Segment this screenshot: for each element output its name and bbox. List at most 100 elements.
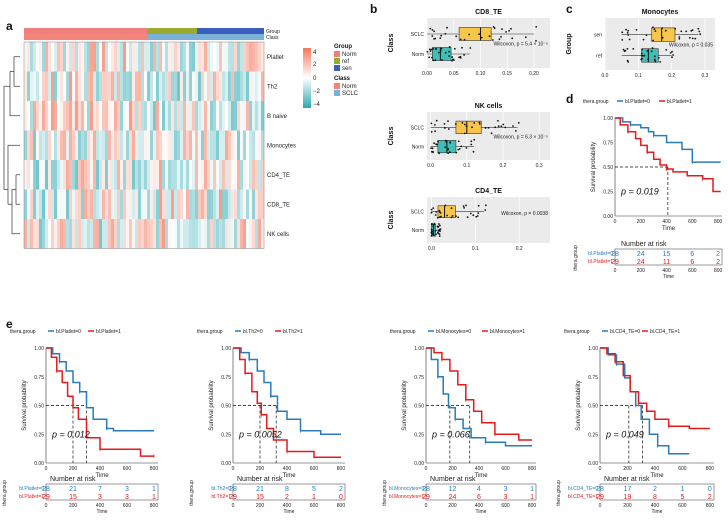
heatmap-cell (93, 130, 97, 160)
data-point (621, 31, 624, 34)
heatmap-cell (183, 130, 187, 160)
heatmap-cell (132, 101, 136, 131)
heatmap-cell (255, 71, 259, 101)
km-x-tick: 400 (283, 466, 292, 472)
heatmap-cell (66, 71, 70, 101)
km-x-tick: 800 (714, 219, 723, 225)
heatmap-cell (81, 160, 85, 190)
heatmap-cell (255, 219, 259, 249)
data-point (690, 29, 693, 32)
heatmap-cell (261, 219, 265, 249)
data-point (437, 51, 440, 54)
heatmap-cell (201, 130, 205, 160)
data-point (508, 29, 510, 32)
heatmap-cell (93, 71, 97, 101)
heatmap-cell (246, 71, 250, 101)
heatmap-cell (261, 42, 265, 72)
data-point (664, 29, 667, 32)
km-y-tick: 1.00 (603, 116, 613, 122)
heatmap-cell (132, 71, 136, 101)
heatmap-cell (234, 101, 238, 131)
heatmap-cell (231, 101, 235, 131)
heatmap-cell (81, 71, 85, 101)
heatmap-cell (246, 42, 250, 72)
heatmap-cell (123, 160, 127, 190)
data-point (457, 216, 460, 219)
data-point (435, 211, 438, 213)
box-iqr (455, 120, 482, 134)
data-point (473, 122, 476, 124)
heatmap-cell (147, 130, 151, 160)
heatmap-cell (189, 71, 193, 101)
heatmap-cell (240, 101, 244, 131)
heatmap-cell (219, 71, 223, 101)
data-point (478, 33, 480, 36)
heatmap-cell (210, 189, 214, 219)
heatmap-cell (105, 189, 109, 219)
data-point (461, 46, 463, 49)
risk-count: 2 (716, 251, 720, 258)
risk-count: 2 (653, 486, 657, 493)
heatmap-dendrogram (3, 56, 20, 235)
heatmap-cell (234, 189, 238, 219)
data-point (455, 35, 458, 38)
data-point (510, 27, 512, 30)
data-point (635, 29, 638, 31)
heatmap-cell (189, 101, 193, 131)
heatmap-cell (150, 160, 154, 190)
heatmap-cell (27, 160, 31, 190)
data-point (504, 126, 507, 129)
heatmap-cell (60, 189, 64, 219)
risk-count: 24 (637, 259, 645, 266)
data-point (450, 207, 453, 210)
km-xlabel: Time (282, 473, 296, 479)
heatmap-cell (123, 101, 127, 131)
data-point (431, 29, 434, 31)
heatmap-cell (237, 71, 241, 101)
heatmap-cell (96, 130, 100, 160)
risk-count: 19 (624, 494, 632, 501)
risk-table-frame (45, 483, 159, 501)
heatmap-cell (198, 189, 202, 219)
heatmap-cell (78, 101, 82, 131)
heatmap-cell (246, 101, 250, 131)
heatmap-cell (45, 189, 49, 219)
scale-tick-neg4: −4 (313, 102, 321, 108)
data-point (432, 225, 435, 228)
heatmap-cell (204, 189, 208, 219)
data-point (511, 37, 514, 40)
risk-count: 3 (125, 486, 129, 493)
heatmap-cell (99, 219, 103, 249)
heatmap-cell (180, 219, 184, 249)
data-point (438, 233, 441, 236)
heatmap-cell (261, 160, 265, 190)
heatmap-cell (141, 42, 145, 72)
heatmap-cell (153, 101, 157, 131)
heatmap-cell (30, 42, 34, 72)
heatmap-cell (144, 189, 148, 219)
x-tick-label: 0.1 (463, 163, 470, 169)
heatmap-cell (231, 189, 235, 219)
heatmap-cell (216, 189, 220, 219)
heatmap-cell (144, 71, 148, 101)
data-point (471, 126, 473, 129)
heatmap-cell (165, 160, 169, 190)
heatmap-cell (195, 130, 199, 160)
risk-count: 24 (637, 251, 645, 258)
data-point (650, 50, 653, 53)
x-tick-label: 0.1 (472, 246, 479, 252)
heatmap-cell (243, 189, 247, 219)
data-point (494, 126, 497, 129)
heatmap-cell (222, 71, 226, 101)
heatmap-cell (159, 189, 163, 219)
data-point (505, 31, 507, 33)
heatmap-cell (84, 189, 88, 219)
data-point (465, 204, 467, 207)
heatmap-cell (87, 130, 91, 160)
heatmap-cell (168, 101, 172, 131)
scale-tick-2: 2 (313, 62, 317, 68)
heatmap-cell (84, 42, 88, 72)
heatmap-cell (147, 219, 151, 249)
category-label: SCLC (411, 210, 425, 216)
box-iqr (651, 27, 676, 42)
